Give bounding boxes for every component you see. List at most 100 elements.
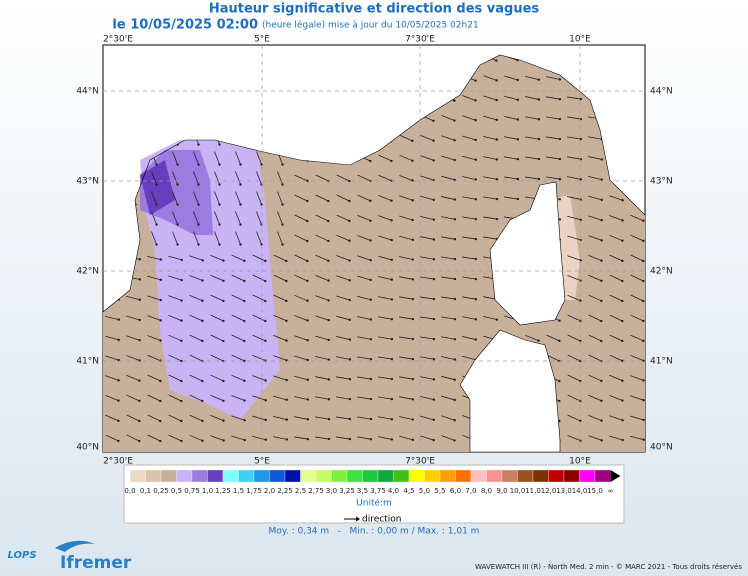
arrow — [315, 214, 329, 222]
arrow-head — [264, 339, 267, 343]
arrow-head — [239, 243, 242, 246]
graticule — [103, 45, 645, 452]
arrow-head — [642, 418, 645, 422]
arrow — [378, 255, 392, 261]
arrow — [525, 156, 539, 160]
arrow — [168, 434, 182, 442]
arrow — [357, 356, 371, 360]
arrow — [357, 214, 371, 222]
colorbar-swatch — [439, 469, 456, 483]
arrow-head — [180, 339, 183, 343]
arrow — [420, 316, 434, 320]
arrow-head — [432, 358, 436, 361]
arrow-head — [411, 418, 415, 421]
arrow — [504, 176, 518, 180]
arrow — [609, 234, 623, 242]
arrow-head — [621, 319, 624, 323]
arrow-head — [260, 203, 263, 206]
arrow-head — [348, 338, 352, 341]
arrow — [294, 396, 308, 400]
arrow-head — [281, 203, 284, 206]
arrow — [294, 375, 308, 381]
arrow — [609, 354, 623, 362]
arrow-head — [327, 378, 331, 381]
arrow-head — [600, 279, 603, 282]
arrow-head — [138, 379, 141, 382]
arrow — [630, 354, 644, 362]
colorbar-label: 5,0 — [419, 487, 430, 495]
arrow-head — [218, 183, 221, 186]
arrow-head — [621, 379, 624, 382]
lon-label: 7°30'E — [405, 35, 435, 45]
colorbar-swatch — [160, 469, 177, 483]
arrow-head — [621, 399, 624, 402]
arrow-head — [432, 317, 436, 321]
lon-label: 10°E — [569, 457, 591, 467]
arrow — [168, 334, 182, 342]
arrow — [294, 355, 308, 361]
arrow-head — [222, 379, 225, 383]
arrow-head — [621, 359, 624, 363]
lat-label: 40°N — [650, 443, 673, 453]
arrow — [441, 435, 455, 441]
arrow-head — [453, 297, 457, 301]
arrow — [315, 234, 329, 242]
arrow — [193, 191, 199, 205]
arrow-head — [369, 259, 372, 262]
arrow-head — [260, 223, 263, 226]
arrow — [357, 235, 371, 241]
arrow-head — [621, 438, 624, 442]
arrow-head — [411, 139, 414, 143]
arrow-head — [537, 177, 541, 181]
arrow — [567, 275, 581, 281]
arrow-head — [180, 379, 183, 383]
arrow-head — [117, 419, 120, 422]
arrow — [630, 294, 644, 302]
arrow — [273, 335, 287, 341]
colorbar-label: 2,25 — [277, 487, 293, 495]
arrow-head — [600, 259, 603, 262]
arrow — [172, 171, 178, 185]
lon-label: 2°30'E — [103, 457, 133, 467]
arrow-head — [495, 217, 499, 221]
arrow-head — [474, 257, 478, 261]
arrow-head — [642, 239, 645, 243]
lat-label: 41°N — [76, 357, 99, 367]
arrow — [168, 374, 182, 382]
arrow — [231, 354, 245, 362]
ifremer-mark — [55, 540, 95, 552]
lat-label: 43°N — [76, 177, 99, 187]
arrow-head — [239, 163, 242, 166]
arrow — [504, 75, 518, 81]
arrow — [525, 116, 539, 120]
arrow — [483, 75, 497, 81]
arrow — [315, 315, 329, 321]
arrow — [567, 176, 581, 180]
arrow-head — [411, 238, 414, 241]
arrow-head — [348, 437, 352, 441]
arrow-head — [558, 177, 562, 181]
arrow — [483, 196, 497, 200]
arrow-head — [474, 79, 477, 82]
arrow-head — [390, 278, 394, 281]
arrow-head — [327, 437, 331, 441]
arrow — [588, 435, 602, 441]
colorbar-label: 0,1 — [140, 487, 151, 495]
unit: Unité:m — [356, 498, 392, 509]
arrow-head — [176, 243, 179, 246]
arrow-head — [516, 98, 519, 101]
colorbar-swatch — [269, 469, 286, 483]
arrow — [483, 315, 497, 321]
arrow — [567, 116, 581, 120]
arrow-head — [558, 319, 561, 322]
arrow-head — [138, 258, 142, 261]
lops-logo — [8, 538, 36, 566]
arrow-head — [218, 243, 221, 246]
arrow-head — [495, 138, 499, 141]
arrow-head — [432, 258, 436, 261]
arrow — [588, 334, 602, 342]
arrow — [273, 254, 287, 262]
arrow-head — [159, 419, 162, 423]
arrow-head — [306, 279, 309, 283]
arrow-head — [390, 199, 393, 202]
